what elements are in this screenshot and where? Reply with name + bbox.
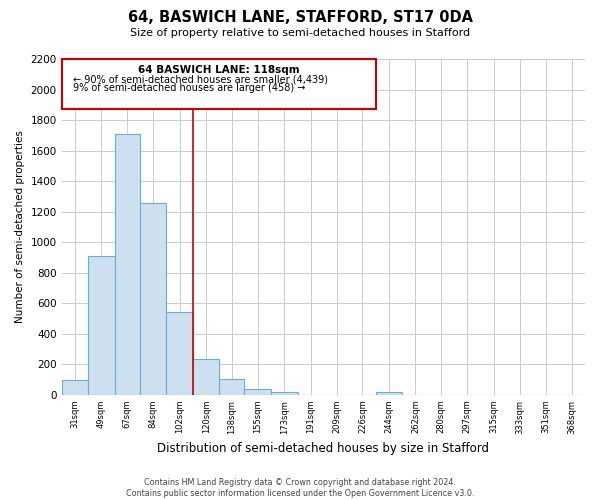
Bar — [62, 59, 376, 110]
Bar — [166, 312, 193, 395]
Text: 64 BASWICH LANE: 118sqm: 64 BASWICH LANE: 118sqm — [138, 65, 299, 75]
Text: Size of property relative to semi-detached houses in Stafford: Size of property relative to semi-detach… — [130, 28, 470, 38]
Y-axis label: Number of semi-detached properties: Number of semi-detached properties — [15, 130, 25, 324]
Bar — [376, 392, 402, 395]
Bar — [220, 379, 244, 395]
X-axis label: Distribution of semi-detached houses by size in Stafford: Distribution of semi-detached houses by … — [157, 442, 490, 455]
Bar — [271, 392, 298, 395]
Bar — [62, 380, 88, 395]
Bar — [193, 360, 220, 395]
Text: Contains HM Land Registry data © Crown copyright and database right 2024.
Contai: Contains HM Land Registry data © Crown c… — [126, 478, 474, 498]
Text: 64, BASWICH LANE, STAFFORD, ST17 0DA: 64, BASWICH LANE, STAFFORD, ST17 0DA — [128, 10, 473, 25]
Bar — [140, 203, 166, 395]
Bar — [244, 388, 271, 395]
Text: 9% of semi-detached houses are larger (458) →: 9% of semi-detached houses are larger (4… — [73, 84, 306, 94]
Bar — [115, 134, 140, 395]
Bar — [88, 256, 115, 395]
Text: ← 90% of semi-detached houses are smaller (4,439): ← 90% of semi-detached houses are smalle… — [73, 74, 328, 85]
